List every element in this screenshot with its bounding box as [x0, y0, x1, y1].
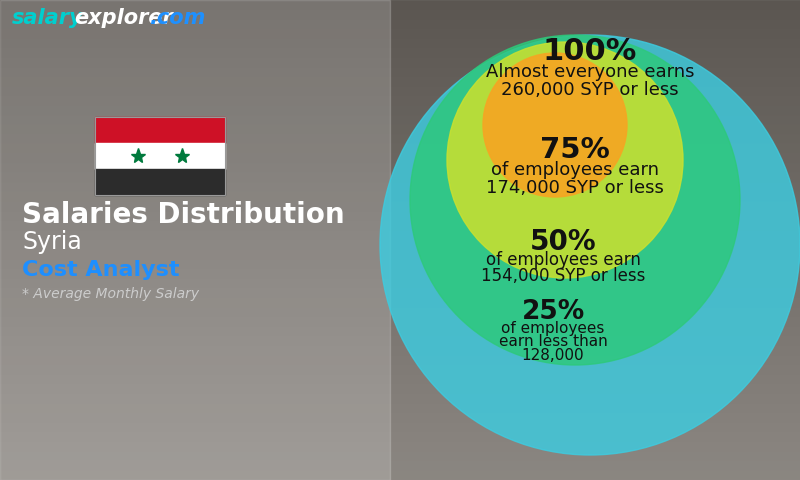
- Bar: [95, 117, 225, 195]
- Circle shape: [380, 35, 800, 455]
- Text: earn less than: earn less than: [498, 335, 607, 349]
- Text: Cost Analyst: Cost Analyst: [22, 260, 179, 280]
- Bar: [95, 169, 225, 195]
- Text: 75%: 75%: [540, 136, 610, 164]
- Text: 154,000 SYP or less: 154,000 SYP or less: [481, 267, 645, 285]
- Text: Syria: Syria: [22, 230, 82, 254]
- Text: 260,000 SYP or less: 260,000 SYP or less: [501, 81, 679, 99]
- Text: 25%: 25%: [522, 299, 585, 325]
- Text: 50%: 50%: [530, 228, 596, 256]
- Text: Almost everyone earns: Almost everyone earns: [486, 63, 694, 81]
- Text: * Average Monthly Salary: * Average Monthly Salary: [22, 287, 199, 301]
- Bar: [95, 117, 225, 143]
- Text: 100%: 100%: [543, 37, 637, 67]
- Bar: [95, 143, 225, 169]
- Bar: [0, 0, 390, 480]
- Text: explorer: explorer: [74, 8, 173, 28]
- Text: 128,000: 128,000: [522, 348, 584, 363]
- Text: Salaries Distribution: Salaries Distribution: [22, 201, 345, 229]
- Circle shape: [447, 42, 683, 278]
- Text: salary: salary: [12, 8, 84, 28]
- Circle shape: [410, 35, 740, 365]
- Text: of employees: of employees: [502, 321, 605, 336]
- Text: .com: .com: [149, 8, 206, 28]
- Text: of employees earn: of employees earn: [486, 251, 641, 269]
- Circle shape: [483, 53, 627, 197]
- Text: 174,000 SYP or less: 174,000 SYP or less: [486, 179, 664, 197]
- Text: of employees earn: of employees earn: [491, 161, 659, 179]
